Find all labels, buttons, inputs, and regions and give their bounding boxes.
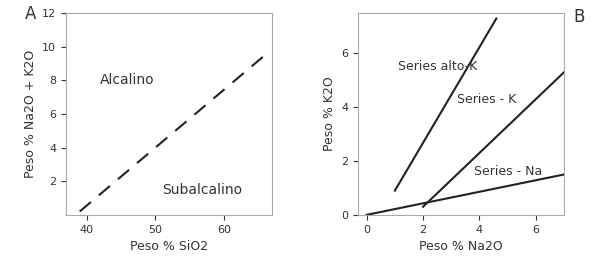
Y-axis label: Peso % K2O: Peso % K2O bbox=[323, 77, 336, 151]
Y-axis label: Peso % Na2O + K2O: Peso % Na2O + K2O bbox=[23, 50, 37, 178]
Text: Series - Na: Series - Na bbox=[474, 165, 542, 178]
X-axis label: Peso % Na2O: Peso % Na2O bbox=[419, 240, 503, 253]
Text: Series alto-K: Series alto-K bbox=[398, 61, 477, 73]
Text: Series - K: Series - K bbox=[457, 93, 516, 106]
Text: Alcalino: Alcalino bbox=[100, 73, 155, 87]
Text: A: A bbox=[25, 5, 36, 23]
X-axis label: Peso % SiO2: Peso % SiO2 bbox=[130, 240, 208, 253]
Text: Subalcalino: Subalcalino bbox=[162, 183, 242, 196]
Text: B: B bbox=[573, 8, 584, 26]
